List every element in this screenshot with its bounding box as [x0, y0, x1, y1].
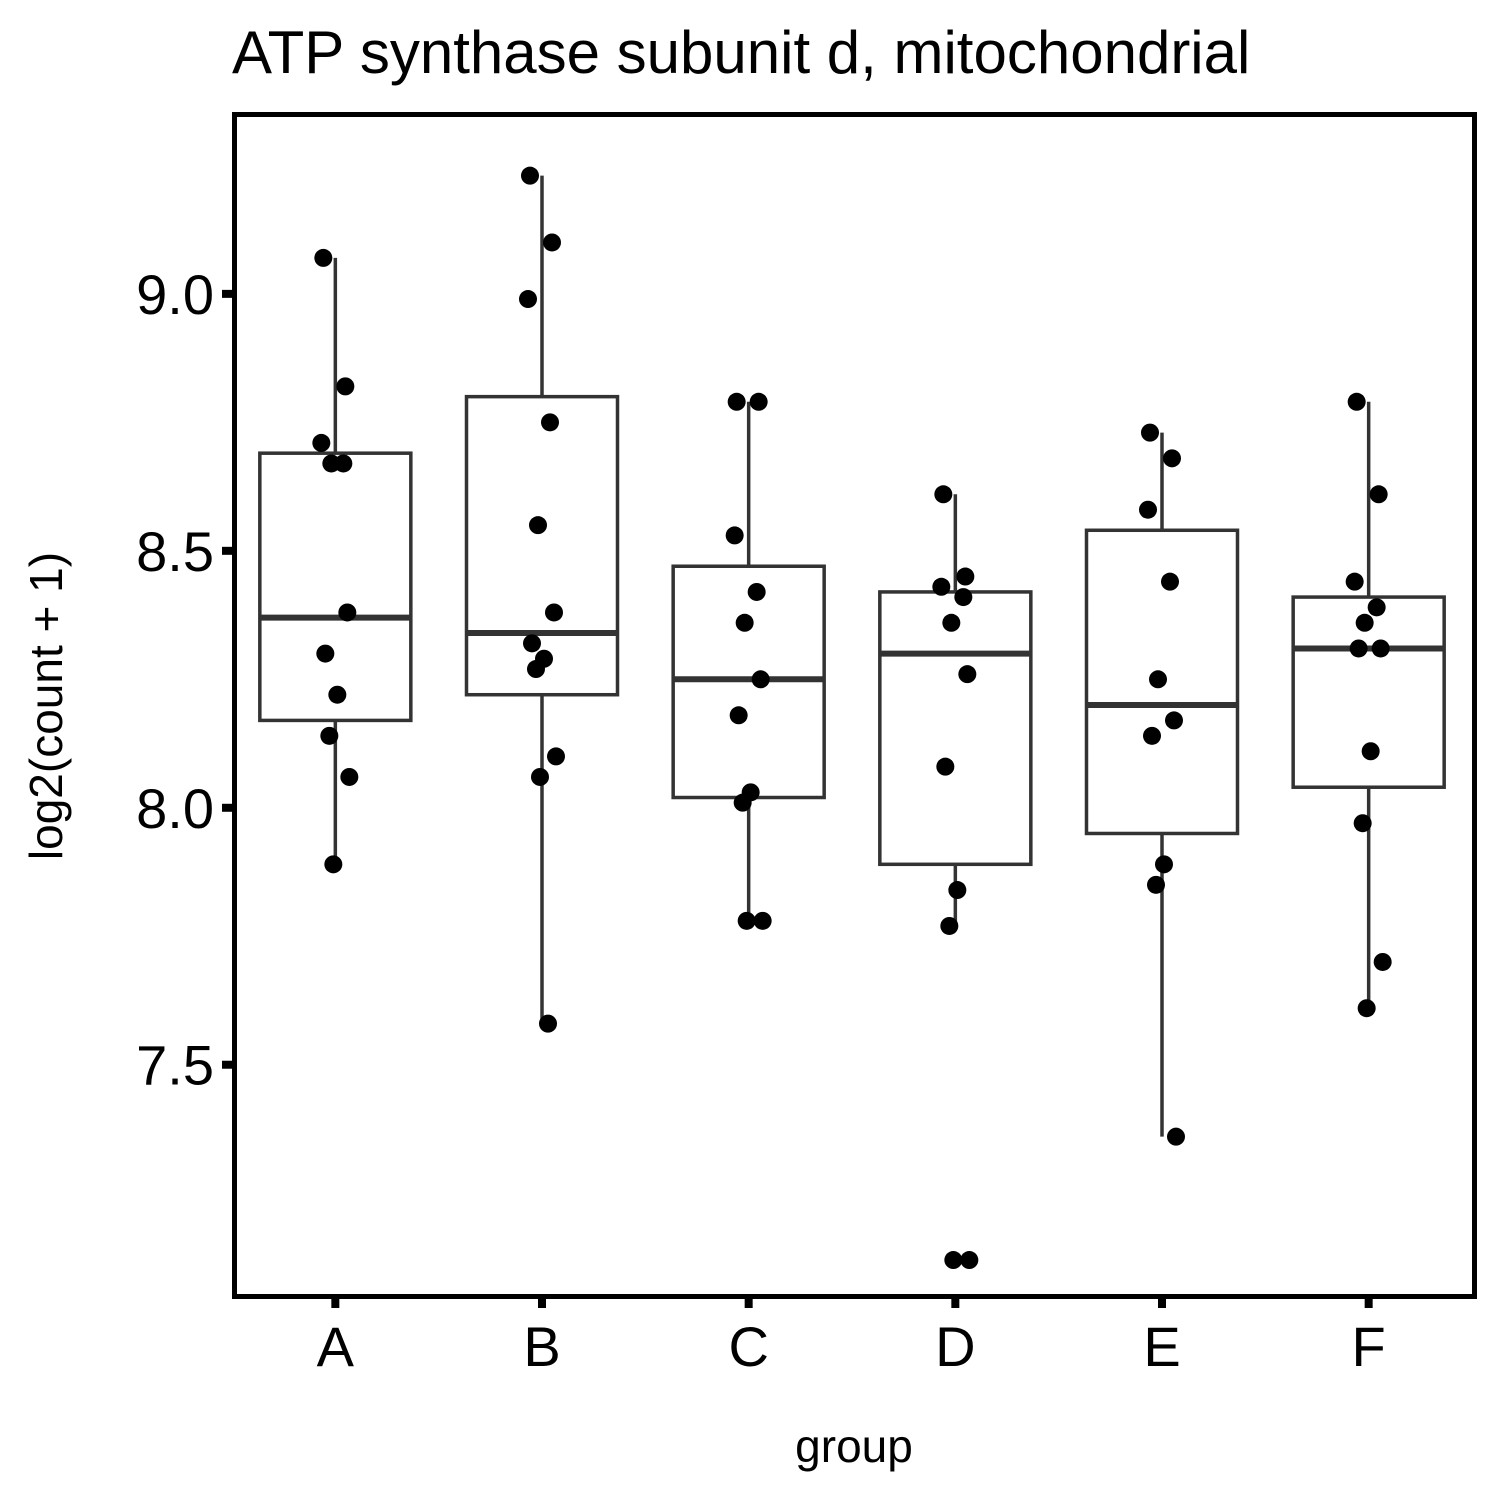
data-point [936, 757, 955, 776]
box [878, 590, 1033, 867]
data-point [729, 706, 748, 725]
data-point [753, 911, 772, 930]
y-tick-label: 7.5 [136, 1034, 214, 1097]
chart-title: ATP synthase subunit d, mitochondrial [232, 19, 1250, 86]
x-tick-label: E [1143, 1315, 1180, 1378]
box [464, 394, 620, 697]
data-point [531, 767, 549, 786]
data-point [733, 793, 752, 812]
y-tick-label: 9.0 [136, 263, 214, 326]
plot-marks [258, 166, 1446, 1270]
x-tick-label: F [1352, 1315, 1386, 1378]
y-tick-label: 8.5 [136, 520, 214, 583]
x-axis-label: group [795, 1420, 913, 1472]
x-tick-label: C [728, 1315, 768, 1378]
data-point [1161, 572, 1179, 591]
data-point [956, 567, 975, 586]
box-group-A [258, 257, 413, 865]
points-F [1345, 392, 1392, 1018]
data-point [1167, 1127, 1185, 1146]
data-point [942, 613, 961, 632]
data-point [336, 377, 355, 396]
panel-border [232, 112, 1477, 1299]
data-point [727, 392, 746, 411]
data-point [749, 392, 768, 411]
data-point [1141, 423, 1159, 442]
data-point [1149, 670, 1167, 689]
data-point [747, 582, 766, 601]
data-point [958, 665, 977, 684]
data-point [932, 577, 951, 596]
data-point [328, 685, 347, 704]
y-axis-label: log2(count + 1) [20, 552, 72, 860]
data-point [322, 454, 341, 473]
data-point [338, 603, 357, 622]
data-point [1139, 500, 1157, 519]
data-point [1361, 742, 1380, 761]
data-point [940, 916, 959, 935]
data-point [1165, 711, 1183, 730]
box-group-C [671, 401, 826, 921]
data-point [725, 526, 744, 545]
points-C [725, 392, 772, 930]
data-point [545, 603, 563, 622]
data-point [751, 670, 770, 689]
data-point [954, 588, 973, 607]
data-point [324, 855, 343, 874]
data-point [1369, 485, 1388, 504]
box-group-D [878, 494, 1033, 926]
data-point [547, 747, 565, 766]
data-point [316, 644, 335, 663]
data-point [1163, 449, 1181, 468]
data-point [735, 613, 754, 632]
y-tick-label: 8.0 [136, 777, 214, 840]
data-point [1345, 572, 1364, 591]
data-point [1355, 613, 1374, 632]
points-E [1139, 423, 1185, 1146]
data-point [934, 485, 953, 504]
x-tick-label: A [317, 1315, 355, 1378]
data-point [1147, 875, 1165, 894]
data-point [1353, 814, 1372, 833]
data-point [539, 1014, 557, 1033]
data-point [521, 166, 539, 185]
x-tick-label: B [523, 1315, 560, 1378]
data-point [541, 413, 559, 432]
box-group-B [464, 175, 620, 1024]
points-A [312, 248, 359, 874]
data-point [543, 233, 561, 252]
data-point [1373, 952, 1392, 971]
data-point [340, 767, 359, 786]
data-point [1349, 639, 1368, 658]
points-D [932, 485, 979, 1270]
data-point [1371, 639, 1390, 658]
data-point [948, 881, 967, 900]
data-point [737, 911, 756, 930]
data-point [527, 660, 545, 679]
data-point [519, 290, 537, 309]
data-point [1143, 726, 1161, 745]
box [258, 451, 413, 723]
data-point [529, 516, 547, 535]
x-tick-label: D [935, 1315, 975, 1378]
data-point [523, 634, 541, 653]
data-point [314, 248, 333, 267]
x-axis: A B C D E F [317, 1297, 1386, 1378]
data-point [320, 726, 339, 745]
points-B [519, 166, 565, 1033]
data-point [1357, 999, 1376, 1018]
data-point [1367, 598, 1386, 617]
box-group-E [1084, 432, 1240, 1137]
data-point [1155, 855, 1173, 874]
y-axis: 7.5 8.0 8.5 9.0 [136, 263, 233, 1097]
data-point [944, 1251, 963, 1270]
data-point [312, 433, 331, 452]
data-point [1347, 392, 1366, 411]
data-point [960, 1251, 979, 1270]
box-group-F [1291, 401, 1446, 1009]
